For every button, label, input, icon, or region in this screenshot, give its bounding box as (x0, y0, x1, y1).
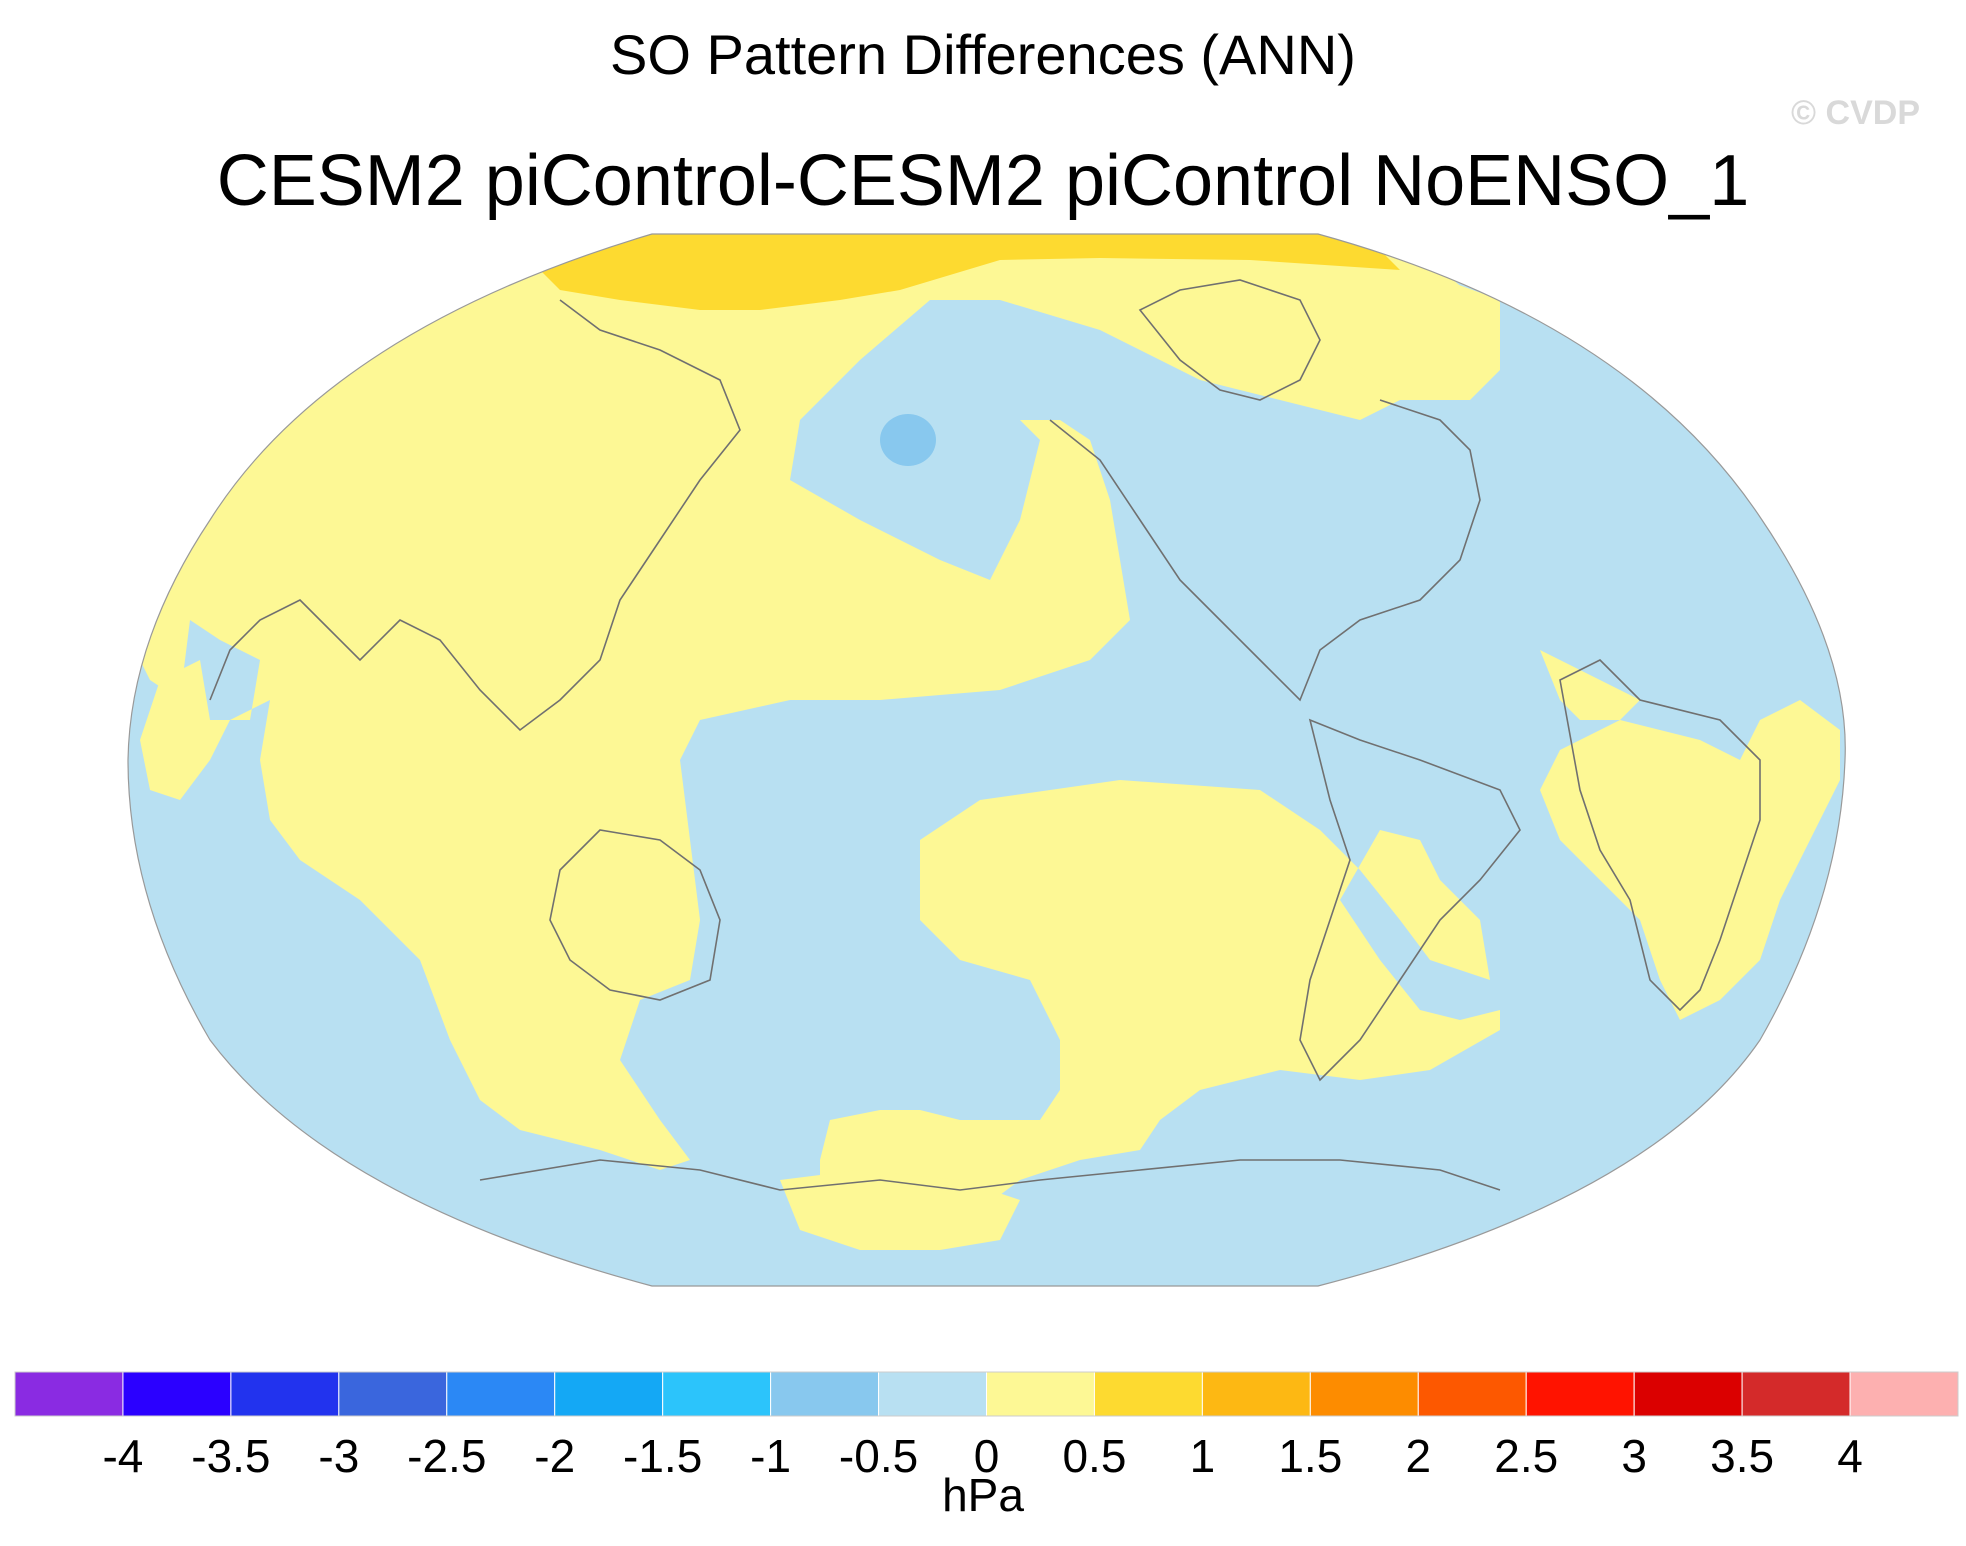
colorbar-tick-label: -4 (102, 1430, 143, 1482)
coast-antarctica (479, 1159, 1501, 1191)
colorbar-tick-label: 3 (1621, 1430, 1647, 1482)
colorbar-box (1849, 1371, 1959, 1417)
colorbar-box (338, 1371, 448, 1417)
colorbar-box (1417, 1371, 1527, 1417)
colorbar-box (122, 1371, 232, 1417)
colorbar-box (770, 1371, 880, 1417)
coast-asia (209, 299, 741, 732)
colorbar-box (446, 1371, 556, 1417)
colorbar-tick-label: 0.5 (1062, 1430, 1126, 1482)
colorbar-box (1633, 1371, 1743, 1417)
positive-region-west (128, 234, 1130, 1170)
positive-region-africa (1540, 700, 1840, 1020)
globe-outline (127, 233, 1846, 1287)
colorbar-tick-label: 1.5 (1278, 1430, 1342, 1482)
coastlines (209, 279, 1761, 1191)
colorbar-box (1309, 1371, 1419, 1417)
colorbar-box (1093, 1371, 1203, 1417)
colorbar-tick-label: 3.5 (1710, 1430, 1774, 1482)
colorbar-tick-label: 4 (1837, 1430, 1863, 1482)
colorbar-tick-label: -2 (534, 1430, 575, 1482)
colorbar-box (986, 1371, 1095, 1417)
colorbar-tick-label: -3.5 (191, 1430, 270, 1482)
colorbar-tick-label: -0.5 (839, 1430, 918, 1482)
colorbar-tick-label: -3 (318, 1430, 359, 1482)
strong-positive-arctic-band (540, 234, 1400, 310)
colorbar-box (662, 1371, 772, 1417)
colorbar-tick-label: 2.5 (1494, 1430, 1558, 1482)
watermark: © CVDP (1791, 94, 1920, 132)
colorbar-boxes (14, 1371, 1959, 1417)
colorbar-box (1201, 1371, 1311, 1417)
colorbar-tick-label: 2 (1405, 1430, 1431, 1482)
colorbar-tick-label: -1 (750, 1430, 791, 1482)
plot-title: SO Pattern Differences (ANN) (610, 23, 1356, 86)
coast-north-america (1049, 399, 1481, 702)
negative-region-bering (880, 414, 936, 466)
colorbar-tick-label: -2.5 (407, 1430, 486, 1482)
plot-subtitle: CESM2 piControl-CESM2 piControl NoENSO_1 (216, 141, 1750, 221)
colorbar-box (554, 1371, 664, 1417)
colorbar-tick-label: 1 (1190, 1430, 1216, 1482)
colorbar-box (1741, 1371, 1851, 1417)
positive-region-greenland (1320, 234, 1500, 400)
coast-africa (1559, 659, 1761, 1012)
positive-region-south-atlantic (1540, 650, 1640, 720)
coast-greenland (1138, 279, 1321, 401)
colorbar-tick-labels: -4 -3.5 -3 -2.5 -2 -1.5 -1 -0.5 0 0.5 1 1.5 2 2.5 3 3.5… (102, 1430, 1862, 1482)
coast-south-america (1299, 718, 1521, 1082)
colorbar-tick-label: 0 (974, 1430, 1000, 1482)
coast-australia (549, 829, 721, 1001)
colorbar-frame (14, 1371, 1959, 1417)
colorbar-box (878, 1371, 987, 1417)
colorbar-units-label: hPa (942, 1469, 1024, 1521)
colorbar-box (1525, 1371, 1635, 1417)
colorbar-tick-label: -1.5 (623, 1430, 702, 1482)
positive-region-south-pacific (820, 780, 1500, 1230)
colorbar-box (230, 1371, 340, 1417)
colorbar-box (14, 1371, 124, 1417)
